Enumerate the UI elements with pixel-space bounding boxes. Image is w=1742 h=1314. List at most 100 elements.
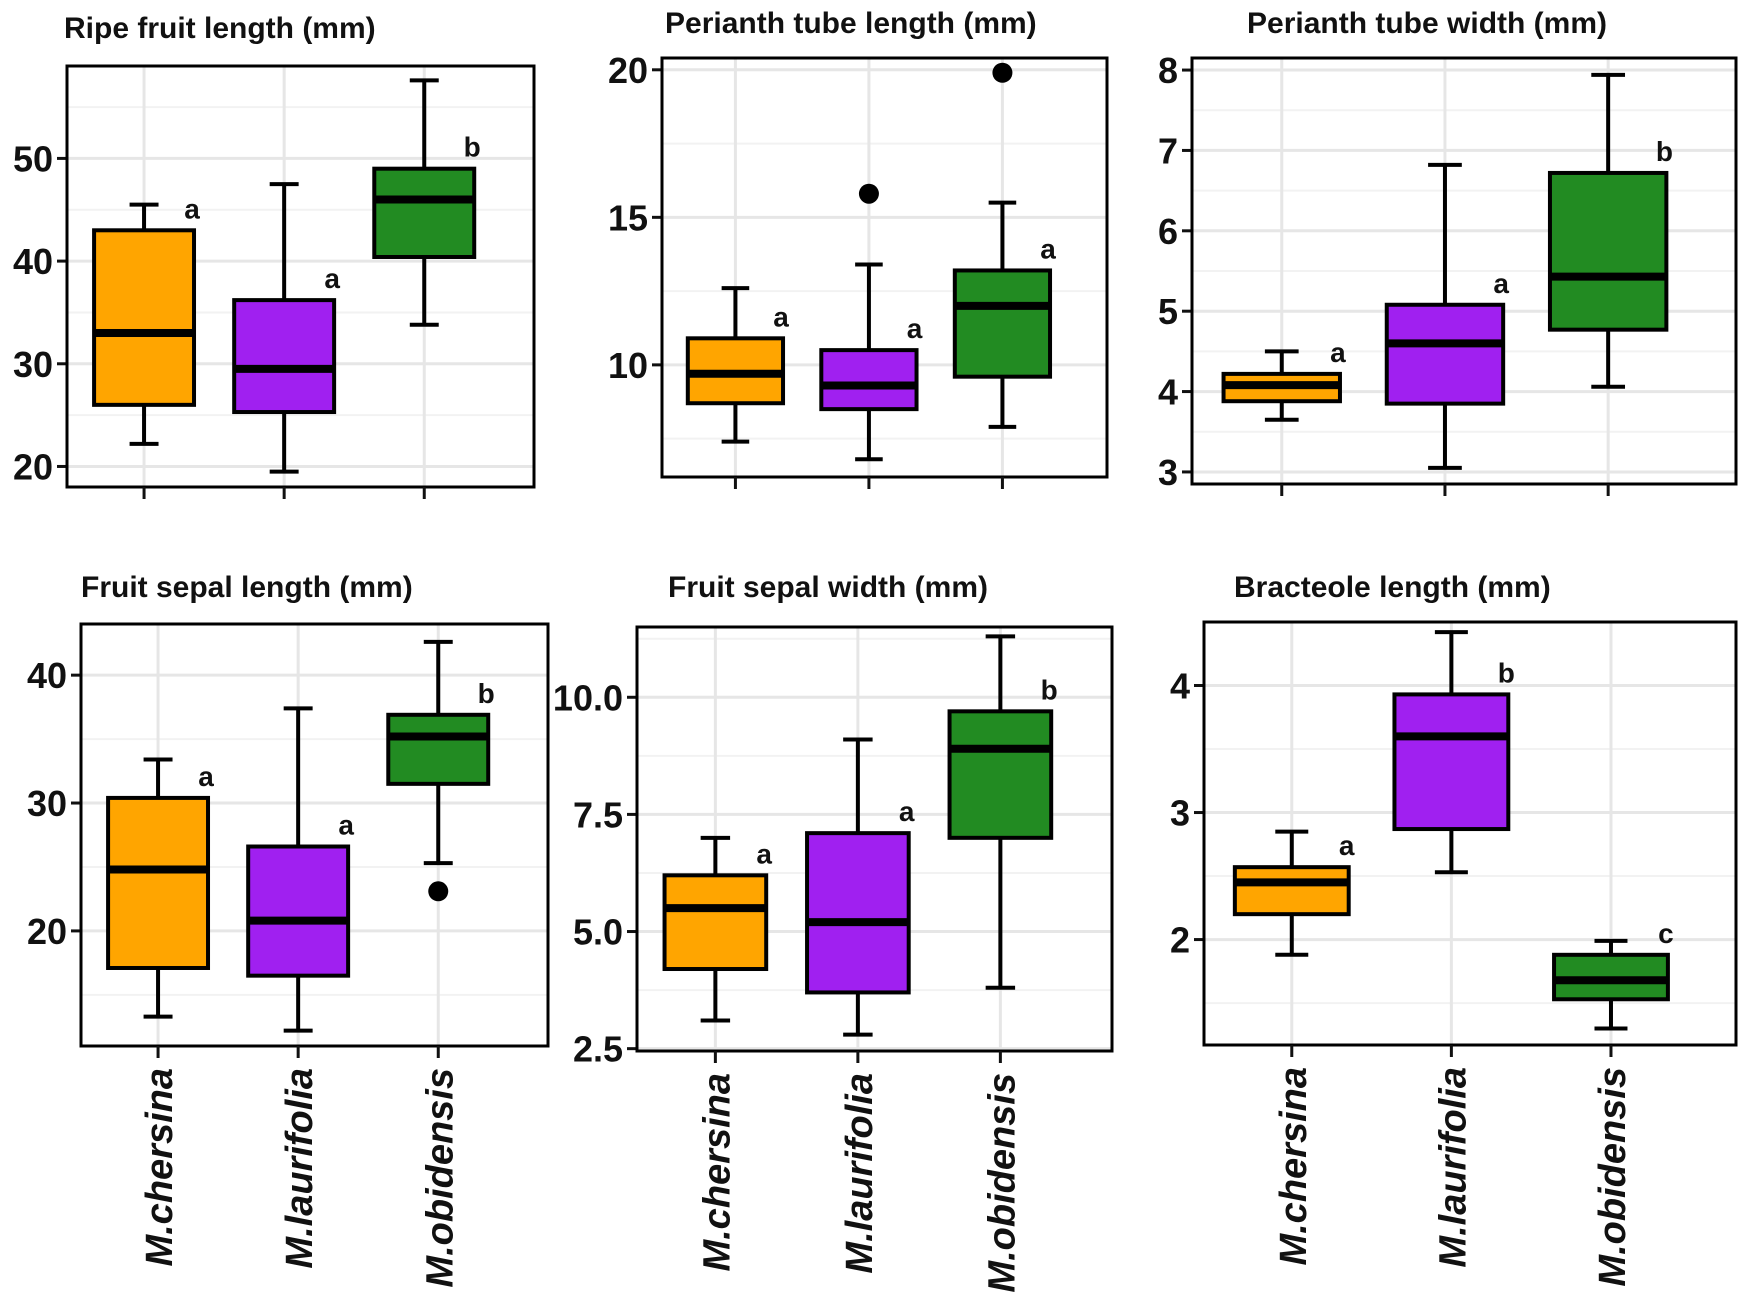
significance-letter: b	[478, 678, 495, 709]
panel-title: Bracteole length (mm)	[1234, 571, 1551, 604]
box-M.chersina: a	[1232, 829, 1355, 957]
iqr-box	[92, 228, 197, 407]
panel-2: Perianth tube length (mm) 10 15 20 a a a	[608, 7, 1109, 489]
y-tick-label: 8	[1158, 50, 1178, 91]
outlier-point	[992, 62, 1013, 83]
iqr-box	[386, 712, 491, 786]
y-tick-label: 5	[1158, 291, 1178, 332]
significance-letter: a	[1330, 337, 1346, 368]
iqr-box	[805, 831, 911, 995]
box-M.laurifolia: a	[246, 706, 354, 1033]
plot-frame	[79, 622, 550, 1048]
significance-letter: b	[1498, 657, 1515, 688]
category-label: M.obidensis	[981, 1073, 1023, 1293]
y-tick-label: 4	[1158, 372, 1178, 413]
significance-letter: a	[198, 761, 214, 792]
category-label: M.chersina	[139, 1068, 181, 1267]
iqr-box	[106, 795, 211, 970]
y-tick-label: 30	[13, 344, 53, 385]
category-label: M.chersina	[1273, 1067, 1315, 1266]
category-label: M.obidensis	[419, 1068, 461, 1288]
iqr-box	[1547, 170, 1669, 332]
significance-letter: a	[907, 313, 923, 344]
y-tick-label: 5.0	[573, 912, 623, 953]
significance-letter: a	[184, 193, 200, 224]
y-tick-label: 7.5	[573, 794, 623, 835]
y-tick-label: 40	[13, 241, 53, 282]
significance-letter: a	[1493, 268, 1509, 299]
box-M.chersina: a	[662, 835, 772, 1023]
box-M.laurifolia: a	[232, 182, 340, 474]
y-tick-label: 6	[1158, 211, 1178, 252]
significance-letter: a	[756, 838, 772, 869]
box-M.obidensis: b	[947, 634, 1058, 990]
y-tick-label: 10.0	[553, 677, 623, 718]
y-tick-label: 20	[608, 50, 648, 91]
iqr-box	[372, 166, 477, 259]
box-M.obidensis: a	[952, 62, 1056, 429]
box-M.chersina: a	[106, 757, 214, 1019]
y-tick-label: 7	[1158, 130, 1178, 171]
plot-frame	[1202, 620, 1738, 1047]
box-M.obidensis: b	[1547, 72, 1673, 389]
iqr-box	[232, 298, 337, 415]
y-tick-label: 2	[1170, 920, 1190, 961]
iqr-box	[952, 268, 1053, 379]
significance-letter: b	[464, 132, 481, 163]
box-M.chersina: a	[685, 286, 789, 444]
outlier-point	[858, 183, 879, 204]
iqr-box	[1392, 692, 1511, 832]
significance-letter: a	[1040, 233, 1056, 264]
panel-title: Perianth tube width (mm)	[1247, 7, 1607, 40]
iqr-box	[662, 873, 769, 972]
y-tick-label: 3	[1170, 793, 1190, 834]
iqr-box	[947, 709, 1054, 840]
y-tick-label: 2.5	[573, 1029, 623, 1070]
y-tick-label: 10	[608, 345, 648, 386]
panel-6: Bracteole length (mm) 2 3 4 a b c M.chersina M.l…	[1170, 571, 1738, 1287]
y-tick-label: 30	[27, 783, 67, 824]
y-tick-label: 15	[608, 197, 648, 238]
box-M.obidensis: b	[386, 639, 495, 902]
significance-letter: a	[899, 796, 915, 827]
plot-frame	[635, 625, 1114, 1053]
panel-1: Ripe fruit length (mm) 20 30 40 50 a a b	[13, 12, 536, 499]
y-tick-label: 20	[27, 911, 67, 952]
significance-letter: a	[1339, 830, 1355, 861]
panel-title: Fruit sepal width (mm)	[668, 571, 988, 604]
box-M.obidensis: b	[372, 78, 481, 327]
box-M.laurifolia: b	[1392, 630, 1515, 875]
plot-frame	[660, 56, 1109, 479]
panel-title: Fruit sepal length (mm)	[81, 571, 413, 604]
category-label: M.laurifolia	[1432, 1067, 1474, 1268]
plot-frame	[1190, 56, 1738, 486]
significance-letter: b	[1041, 674, 1058, 705]
category-label: M.obidensis	[1592, 1067, 1634, 1287]
significance-letter: a	[773, 301, 789, 332]
significance-letter: b	[1656, 136, 1673, 167]
category-label: M.chersina	[696, 1073, 738, 1272]
significance-letter: a	[324, 263, 340, 294]
iqr-box	[1384, 302, 1506, 406]
panel-title: Perianth tube length (mm)	[665, 7, 1037, 40]
outlier-point	[428, 881, 449, 902]
y-tick-label: 20	[13, 446, 53, 487]
box-M.laurifolia: a	[1384, 162, 1509, 470]
box-M.laurifolia: a	[819, 183, 923, 462]
category-label: M.laurifolia	[279, 1068, 321, 1269]
y-tick-label: 3	[1158, 452, 1178, 493]
box-M.chersina: a	[92, 193, 200, 446]
iqr-box	[1232, 865, 1351, 917]
box-M.laurifolia: a	[805, 737, 915, 1037]
iqr-box	[819, 348, 919, 412]
category-label: M.laurifolia	[839, 1073, 881, 1274]
iqr-box	[246, 844, 351, 978]
panel-5: Fruit sepal width (mm) 2.5 5.0 7.5 10.0 a a b M.…	[553, 571, 1114, 1293]
panel-title: Ripe fruit length (mm)	[64, 12, 376, 45]
panel-3: Perianth tube width (mm) 3 4 5 6 7 8 a a b	[1158, 7, 1738, 496]
significance-letter: a	[338, 810, 354, 841]
box-M.chersina: a	[1221, 337, 1346, 422]
plot-frame	[65, 64, 536, 489]
y-tick-label: 4	[1170, 666, 1190, 707]
